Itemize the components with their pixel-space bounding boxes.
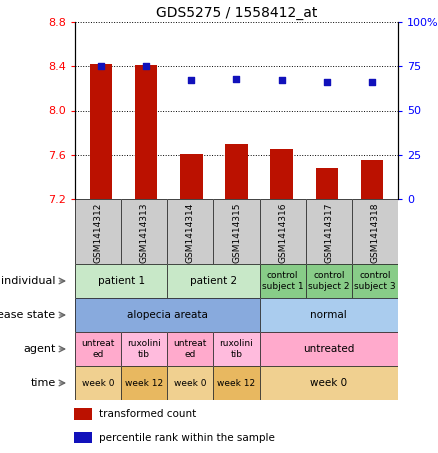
Text: week 0: week 0: [310, 378, 347, 388]
Bar: [180, 154, 203, 199]
Text: time: time: [30, 378, 56, 388]
Point: [368, 78, 375, 86]
Text: GSM1414317: GSM1414317: [324, 202, 333, 263]
Text: untreated: untreated: [303, 344, 354, 354]
Text: transformed count: transformed count: [99, 410, 196, 419]
Text: GSM1414315: GSM1414315: [232, 202, 241, 263]
Text: patient 1: patient 1: [98, 276, 145, 286]
Text: control
subject 1: control subject 1: [262, 271, 304, 291]
Text: patient 2: patient 2: [190, 276, 237, 286]
Text: percentile rank within the sample: percentile rank within the sample: [99, 433, 275, 443]
Text: disease state: disease state: [0, 310, 56, 320]
Text: control
subject 2: control subject 2: [308, 271, 350, 291]
Text: week 0: week 0: [174, 379, 207, 387]
Text: week 12: week 12: [217, 379, 255, 387]
Text: alopecia areata: alopecia areata: [127, 310, 208, 320]
Point: [188, 77, 195, 84]
Text: ruxolini
tib: ruxolini tib: [219, 339, 253, 359]
Title: GDS5275 / 1558412_at: GDS5275 / 1558412_at: [156, 5, 317, 19]
Bar: [270, 149, 293, 199]
Text: normal: normal: [311, 310, 347, 320]
Bar: [135, 65, 157, 199]
Text: week 0: week 0: [82, 379, 114, 387]
Bar: [315, 168, 338, 199]
Bar: [225, 144, 248, 199]
Text: GSM1414316: GSM1414316: [278, 202, 287, 263]
Text: ruxolini
tib: ruxolini tib: [127, 339, 161, 359]
Text: untreat
ed: untreat ed: [174, 339, 207, 359]
Text: agent: agent: [23, 344, 56, 354]
Text: week 12: week 12: [125, 379, 163, 387]
Point: [98, 63, 105, 70]
Bar: [90, 64, 112, 199]
Bar: [74, 409, 92, 420]
Text: GSM1414318: GSM1414318: [371, 202, 379, 263]
Point: [143, 63, 150, 70]
Text: GSM1414313: GSM1414313: [140, 202, 149, 263]
Point: [278, 77, 285, 84]
Text: untreat
ed: untreat ed: [81, 339, 115, 359]
Point: [323, 78, 330, 86]
Point: [233, 75, 240, 82]
Text: control
subject 3: control subject 3: [354, 271, 396, 291]
Text: individual: individual: [1, 276, 56, 286]
Text: GSM1414312: GSM1414312: [94, 202, 102, 263]
Bar: [74, 432, 92, 443]
Text: GSM1414314: GSM1414314: [186, 202, 195, 263]
Bar: [361, 160, 383, 199]
